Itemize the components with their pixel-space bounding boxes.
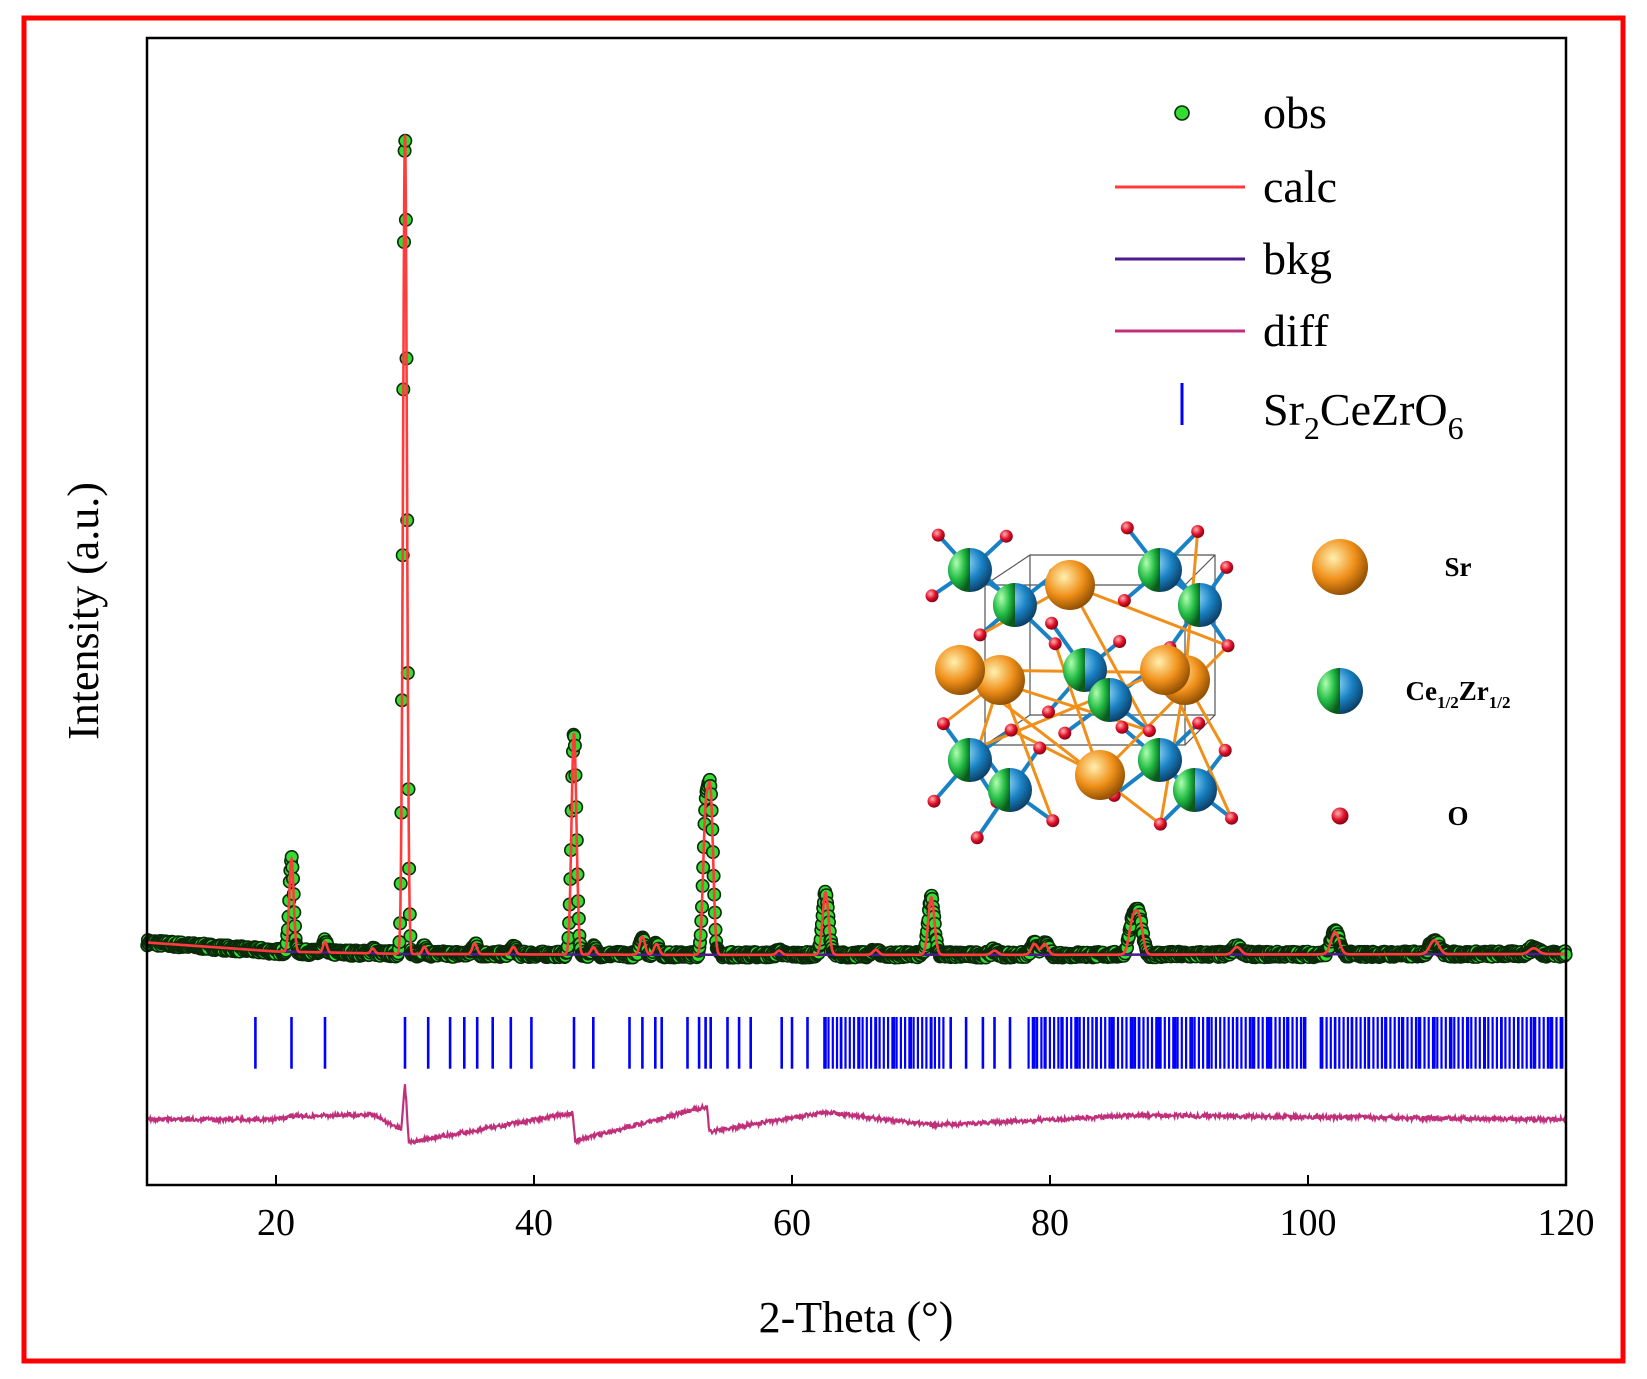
o-atom [1142,724,1156,738]
o-atom [1220,560,1234,574]
sr-atom [1075,750,1125,800]
o-atom [1191,525,1205,538]
figure-frame [21,15,1626,1364]
legend-label-obs: obs [1263,87,1327,138]
legend-marker-obs [1174,105,1190,121]
o-atom [1058,726,1072,740]
plot-area [147,38,1566,1185]
o-atom [927,794,941,808]
x-tick-label: 40 [515,1202,553,1244]
y-axis-label: Intensity (a.u.) [59,482,108,740]
o-atom [1218,743,1232,757]
inset-legend-cezr-icon [1317,668,1363,714]
inset-legend-o-icon [1331,807,1349,825]
o-atom [970,831,984,845]
o-atom [1046,814,1060,828]
o-atom [999,529,1013,543]
o-atom [1004,723,1018,737]
o-atom [931,528,945,542]
cezr-atom [988,768,1032,812]
o-atom [973,628,987,642]
sr-atom [1140,645,1190,695]
cezr-atom [948,548,992,592]
sr-atom [935,645,985,695]
cezr-atom [1178,583,1222,627]
o-atom [1048,637,1062,651]
inset-legend-sr-icon [1312,539,1368,595]
o-atom [1192,716,1206,730]
o-atom [1042,705,1055,719]
cezr-atom [1088,678,1132,722]
legend-label-diff: diff [1263,305,1329,356]
cezr-atom [1138,548,1182,592]
o-atom [1115,720,1129,734]
o-atom [1045,616,1059,630]
sr-atom [1045,560,1095,610]
o-atom [1221,639,1235,653]
x-axis-label: 2-Theta (°) [759,1293,954,1342]
data-layer [140,133,1573,1146]
cezr-atom [993,583,1037,627]
o-atom [1120,521,1134,535]
o-atom [1113,635,1127,648]
inset-legend-label-sr: Sr [1445,552,1472,582]
o-atom [1033,741,1047,755]
x-tick-label: 100 [1280,1202,1337,1244]
cezr-atom [1138,738,1182,782]
o-atom [936,717,950,731]
x-tick-label: 60 [773,1202,811,1244]
legend-label-bkg: bkg [1263,233,1332,284]
o-atom [1153,817,1167,831]
x-tick-label: 120 [1538,1202,1595,1244]
legend-label-calc: calc [1263,161,1337,212]
x-tick-label: 80 [1031,1202,1069,1244]
inset-legend-label-o: O [1447,801,1468,831]
x-tick-label: 20 [257,1202,295,1244]
o-atom [1117,594,1131,607]
o-atom [925,589,939,603]
o-atom [1225,811,1239,825]
cezr-atom [1173,768,1217,812]
cezr-atom [948,738,992,782]
